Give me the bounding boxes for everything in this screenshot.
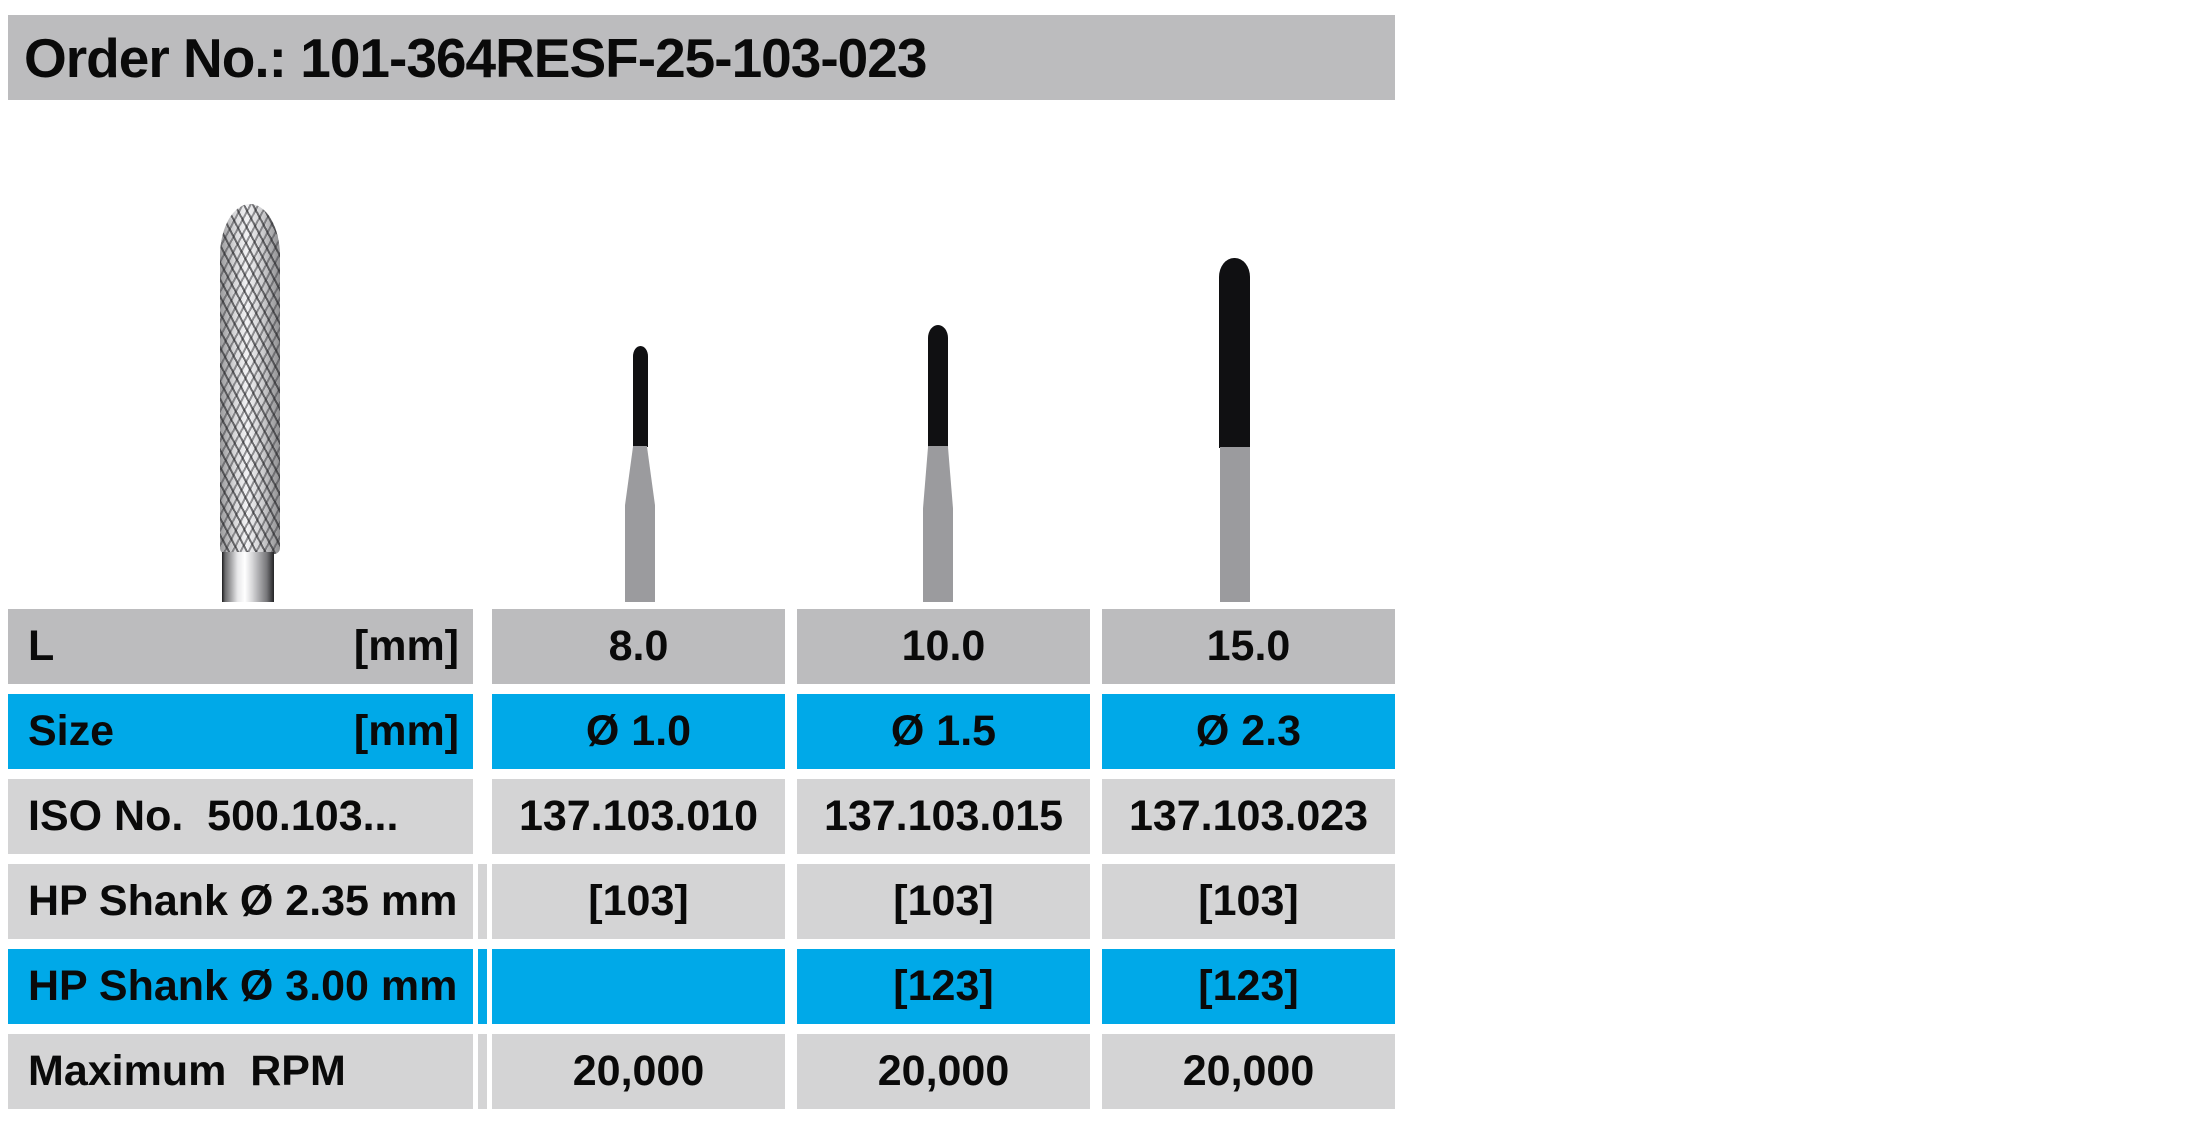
row-label-cell: Size [mm] — [8, 694, 473, 769]
table-row-maximum-rpm: Maximum RPM 20,000 20,000 20,000 — [8, 1034, 1395, 1109]
value-cell: Ø 1.5 — [797, 694, 1090, 769]
value-cell: 137.103.015 — [797, 779, 1090, 854]
value-cell: 20,000 — [492, 1034, 785, 1109]
row-label-cell: L [mm] — [8, 609, 473, 684]
bur-silhouette-10mm — [923, 325, 953, 602]
value-cell: 137.103.010 — [492, 779, 785, 854]
value-cell: [103] — [492, 864, 785, 939]
value-cell: [103] — [1102, 864, 1395, 939]
row-label: L — [28, 622, 55, 670]
table-row-hp-shank-235: HP Shank Ø 2.35 mm [103] [103] [103] — [8, 864, 1395, 939]
product-photo-bur-head — [220, 204, 280, 554]
bur-silhouette-15mm — [1219, 258, 1250, 602]
value-cell: [123] — [797, 949, 1090, 1024]
spacer-strip — [478, 1034, 487, 1109]
value-cell — [492, 949, 785, 1024]
value-cell: Ø 2.3 — [1102, 694, 1395, 769]
product-photo-bur-shank — [222, 552, 274, 602]
row-label-cell: ISO No. 500.103... — [8, 779, 473, 854]
spacer-strip — [478, 949, 487, 1024]
value-cell: 10.0 — [797, 609, 1090, 684]
value-cell: Ø 1.0 — [492, 694, 785, 769]
value-cell: 20,000 — [1102, 1034, 1395, 1109]
value-cell: 137.103.023 — [1102, 779, 1395, 854]
table-row-length: L [mm] 8.0 10.0 15.0 — [8, 609, 1395, 684]
row-unit: [mm] — [353, 622, 459, 670]
bur-shank-icon — [923, 446, 953, 602]
value-cell: [123] — [1102, 949, 1395, 1024]
order-number-text: Order No.: 101-364RESF-25-103-023 — [24, 26, 927, 89]
row-label: HP Shank Ø 3.00 mm — [28, 962, 458, 1010]
row-label: ISO No. 500.103... — [28, 792, 399, 840]
bur-shank-icon — [625, 446, 655, 602]
bur-head-icon — [1219, 258, 1250, 448]
row-unit: [mm] — [353, 707, 459, 755]
order-number-bar: Order No.: 101-364RESF-25-103-023 — [8, 15, 1395, 100]
row-label-cell: HP Shank Ø 3.00 mm — [8, 949, 473, 1024]
spacer-strip — [478, 864, 487, 939]
table-row-hp-shank-300: HP Shank Ø 3.00 mm [123] [123] — [8, 949, 1395, 1024]
row-label: Maximum RPM — [28, 1047, 346, 1095]
bur-head-icon — [928, 325, 948, 447]
table-row-iso-no: ISO No. 500.103... 137.103.010 137.103.0… — [8, 779, 1395, 854]
row-label: HP Shank Ø 2.35 mm — [28, 877, 458, 925]
row-label: Size — [28, 707, 115, 755]
value-cell: [103] — [797, 864, 1090, 939]
value-cell: 8.0 — [492, 609, 785, 684]
value-cell: 20,000 — [797, 1034, 1090, 1109]
row-label-cell: HP Shank Ø 2.35 mm — [8, 864, 473, 939]
table-row-size: Size [mm] Ø 1.0 Ø 1.5 Ø 2.3 — [8, 694, 1395, 769]
bur-head-icon — [633, 346, 648, 447]
bur-shank-icon — [1220, 447, 1250, 602]
value-cell: 15.0 — [1102, 609, 1395, 684]
bur-silhouette-8mm — [625, 346, 655, 602]
row-label-cell: Maximum RPM — [8, 1034, 473, 1109]
